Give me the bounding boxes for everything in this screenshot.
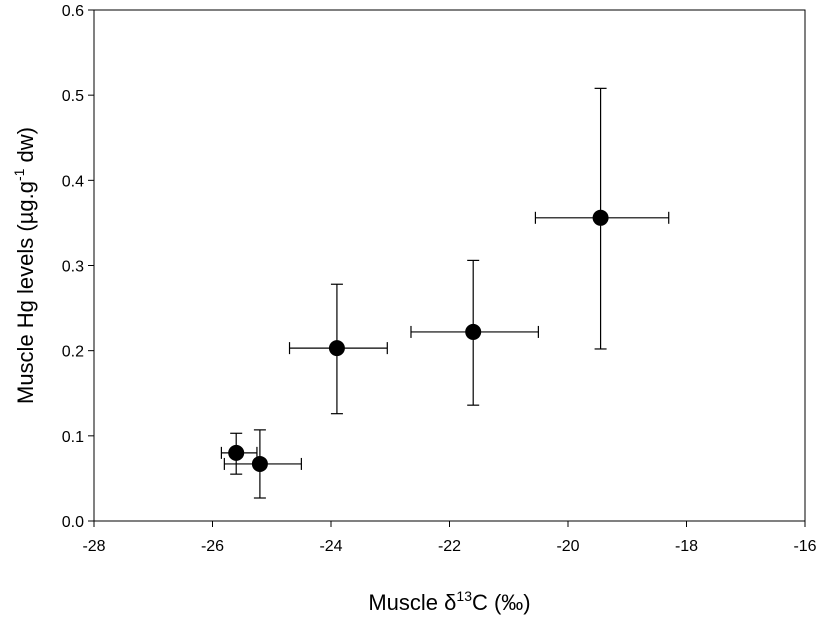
plot-area <box>93 9 806 522</box>
data-point-marker <box>251 455 268 472</box>
data-point-group <box>223 429 302 499</box>
data-point-marker <box>465 323 482 340</box>
data-point-group <box>410 259 539 406</box>
y-tick-label: 0.1 <box>62 429 84 446</box>
x-tick-label: -20 <box>556 538 579 555</box>
data-point-marker <box>592 209 609 226</box>
data-point-group <box>288 283 388 415</box>
y-tick-label: 0.2 <box>62 344 84 361</box>
data-point-marker <box>328 340 345 357</box>
x-tick-label: -16 <box>793 538 816 555</box>
y-axis-title: Muscle Hg levels (µg.g-1 dw) <box>11 127 38 404</box>
data-point-group <box>220 432 258 475</box>
y-tick-label: 0.0 <box>62 514 84 531</box>
data-point-marker <box>228 444 245 461</box>
x-tick-label: -24 <box>319 538 342 555</box>
x-axis-title: Muscle δ13C (‰) <box>368 588 530 615</box>
y-tick-label: 0.4 <box>62 173 84 190</box>
data-point-group <box>534 87 670 350</box>
x-tick-label: -26 <box>201 538 224 555</box>
x-tick-label: -28 <box>82 538 105 555</box>
y-tick-label: 0.5 <box>62 88 84 105</box>
y-tick-label: 0.3 <box>62 259 84 276</box>
x-tick-label: -18 <box>675 538 698 555</box>
x-axis: -28 -26 -24 -22 -20 -18 -16 <box>82 521 817 555</box>
plot-frame <box>93 9 806 522</box>
data-series <box>220 87 670 499</box>
y-axis: 0.0 0.1 0.2 0.3 0.4 0.5 0.6 <box>62 3 94 531</box>
x-tick-label: -22 <box>438 538 461 555</box>
y-tick-label: 0.6 <box>62 3 84 20</box>
